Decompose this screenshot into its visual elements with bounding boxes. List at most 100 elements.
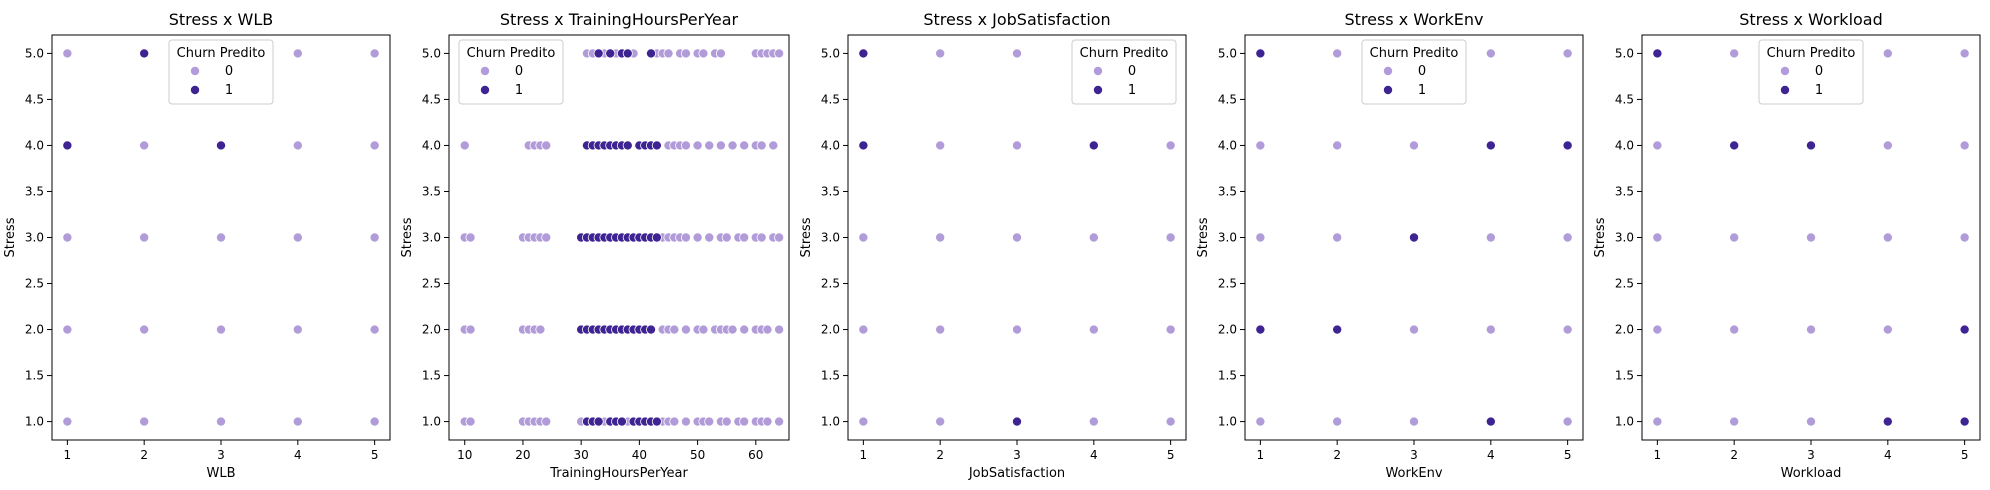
legend-marker-1 [1093,85,1104,96]
data-point-class-0 [1652,140,1663,151]
data-point-class-0 [139,416,150,427]
x-tick-label: 4 [1487,448,1495,462]
data-point-class-0 [739,232,750,243]
data-point-class-1 [622,140,633,151]
x-axis-label: TrainingHoursPerYear [549,466,688,481]
data-point-class-0 [1959,232,1970,243]
legend-title: Churn Predito [1370,46,1459,61]
data-point-class-0 [1088,416,1099,427]
data-point-class-0 [62,416,73,427]
y-tick-label: 3.5 [1615,184,1634,198]
y-tick-label: 3.5 [1218,184,1237,198]
data-point-class-0 [1332,232,1343,243]
data-point-class-0 [680,416,691,427]
data-point-class-0 [139,324,150,335]
data-point-class-0 [1332,48,1343,59]
x-axis-label: WLB [206,466,235,481]
chart-panel-4: Stress x WorkEnv 1 2 3 4 5 1.0 1.5 2.0 2.5 3.0 3.5 4… [1196,10,1584,481]
data-point-class-0 [215,232,226,243]
y-tick-label: 1.5 [1615,369,1634,383]
data-point-class-0 [692,232,703,243]
data-point-class-0 [704,232,715,243]
data-point-class-0 [1012,48,1023,59]
data-point-class-0 [1729,48,1740,59]
data-point-class-0 [692,140,703,151]
data-point-class-0 [935,324,946,335]
chart-title: Stress x WLB [169,10,274,29]
data-point-class-0 [535,324,546,335]
x-tick-label: 5 [1961,448,1969,462]
data-point-class-1 [1959,324,1970,335]
y-tick-label: 1.5 [1218,369,1237,383]
data-point-class-0 [465,324,476,335]
x-tick-label: 5 [1564,448,1572,462]
data-point-class-0 [62,324,73,335]
data-point-class-1 [593,48,604,59]
y-tick-label: 5.0 [821,46,840,60]
data-point-class-0 [541,416,552,427]
data-point-class-0 [292,324,303,335]
legend-marker-1 [1780,85,1791,96]
x-tick-label: 4 [1884,448,1892,462]
data-point-class-0 [739,140,750,151]
y-tick-label: 3.5 [25,184,44,198]
x-tick-label: 3 [1807,448,1815,462]
data-point-class-1 [1729,140,1740,151]
legend-title: Churn Predito [177,46,266,61]
x-tick-label: 40 [632,448,647,462]
data-point-class-1 [1012,416,1023,427]
data-point-class-0 [935,140,946,151]
data-point-class-1 [1255,324,1266,335]
y-tick-label: 2.5 [821,277,840,291]
data-point-class-0 [1806,416,1817,427]
y-axis-label: Stress [1196,217,1211,257]
data-point-class-0 [139,140,150,151]
legend: Churn Predito 0 1 [1758,39,1864,105]
data-point-class-0 [1652,416,1663,427]
y-tick-label: 2.5 [1615,277,1634,291]
data-point-class-1 [1959,416,1970,427]
y-tick-label: 3.0 [1218,231,1237,245]
data-point-class-1 [593,416,604,427]
legend-label-0: 0 [1128,64,1136,79]
y-tick-label: 3.5 [821,184,840,198]
x-tick-label: 4 [294,448,302,462]
x-tick-label: 3 [1410,448,1418,462]
y-tick-label: 2.0 [422,323,441,337]
data-point-class-0 [1332,140,1343,151]
data-point-class-0 [762,416,773,427]
x-tick-label: 50 [690,448,705,462]
data-point-class-1 [1806,140,1817,151]
data-point-class-0 [756,140,767,151]
data-point-class-1 [1562,140,1573,151]
data-point-class-1 [605,48,616,59]
data-point-class-0 [727,140,738,151]
chart-title: Stress x WorkEnv [1344,10,1483,29]
data-point-class-0 [62,232,73,243]
data-point-class-0 [935,48,946,59]
data-point-class-0 [292,416,303,427]
legend-title: Churn Predito [467,46,556,61]
y-tick-label: 2.5 [25,277,44,291]
y-tick-label: 3.0 [821,231,840,245]
legend-label-1: 1 [515,83,523,98]
data-point-class-0 [292,48,303,59]
data-point-class-0 [1806,232,1817,243]
data-point-class-0 [704,416,715,427]
legend-label-0: 0 [515,64,523,79]
data-point-class-0 [1012,232,1023,243]
data-point-class-1 [62,140,73,151]
data-point-class-1 [616,416,627,427]
x-axis-label: Workload [1781,466,1842,481]
data-point-class-0 [715,140,726,151]
x-tick-label: 5 [371,448,379,462]
data-point-class-0 [215,324,226,335]
data-point-class-0 [704,140,715,151]
y-tick-label: 2.5 [1218,277,1237,291]
y-tick-label: 1.0 [25,415,44,429]
data-point-class-0 [774,324,785,335]
data-point-class-1 [646,48,657,59]
y-tick-label: 2.0 [25,323,44,337]
